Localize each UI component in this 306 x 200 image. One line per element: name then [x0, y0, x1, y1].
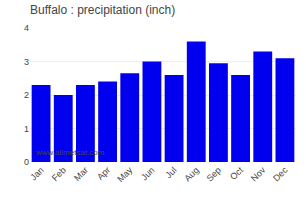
svg-text:May: May [115, 165, 134, 184]
svg-text:4: 4 [24, 23, 29, 33]
svg-text:Aug: Aug [182, 165, 200, 183]
svg-text:Mar: Mar [72, 165, 90, 183]
svg-text:Apr: Apr [95, 165, 112, 182]
svg-text:Nov: Nov [249, 165, 268, 184]
svg-text:Jan: Jan [28, 165, 45, 182]
svg-text:Feb: Feb [50, 165, 68, 183]
svg-text:2: 2 [24, 90, 29, 100]
svg-text:0: 0 [24, 157, 29, 167]
svg-text:3: 3 [24, 57, 29, 67]
svg-text:Dec: Dec [271, 165, 290, 184]
svg-text:www.allmetsat.com: www.allmetsat.com [35, 148, 105, 157]
svg-text:1: 1 [24, 124, 29, 134]
svg-text:Buffalo : precipitation (inch): Buffalo : precipitation (inch) [30, 3, 175, 17]
svg-text:Jun: Jun [139, 165, 156, 182]
svg-text:Oct: Oct [228, 165, 245, 182]
svg-text:Sep: Sep [205, 165, 223, 183]
svg-text:Jul: Jul [163, 165, 178, 180]
